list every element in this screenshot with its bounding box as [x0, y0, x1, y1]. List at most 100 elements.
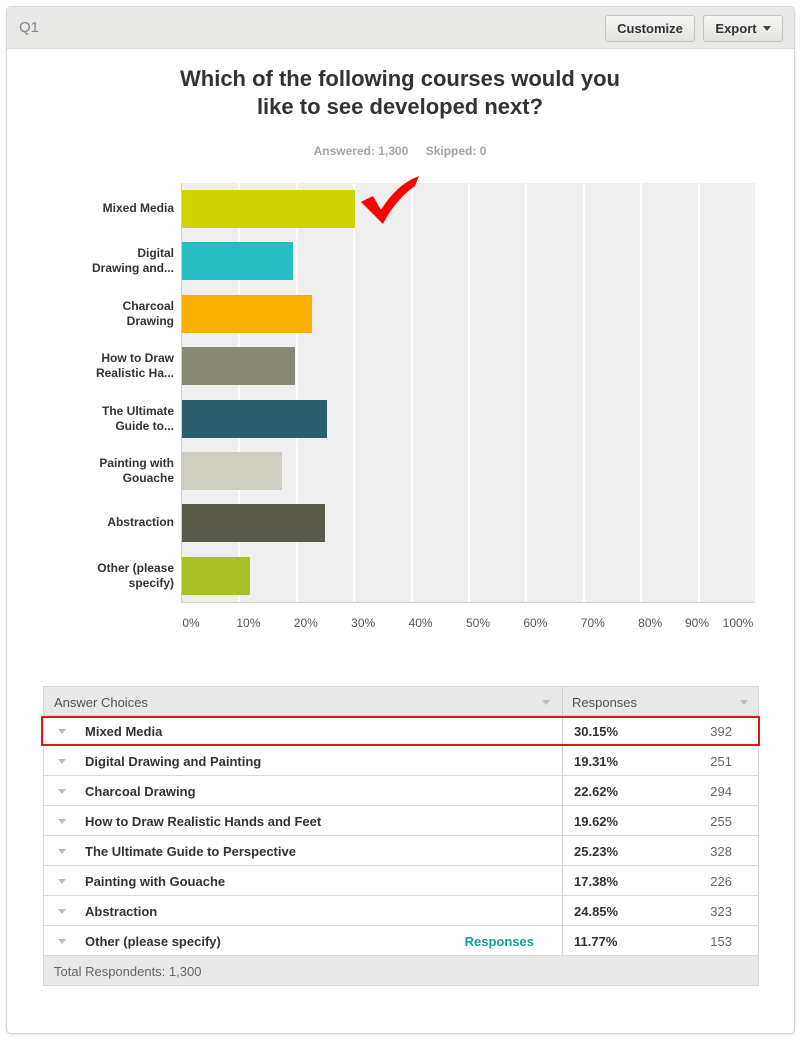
checkmark-icon — [361, 176, 419, 224]
response-percent: 25.23% — [574, 844, 619, 859]
table-row[interactable]: Abstraction 24.85% 323 — [44, 896, 758, 926]
gridline — [238, 183, 241, 602]
x-tick-label: 60% — [523, 616, 548, 630]
customize-label: Customize — [617, 21, 683, 36]
expand-arrow-icon[interactable] — [58, 729, 66, 734]
column-divider — [562, 687, 563, 715]
export-label: Export — [715, 21, 757, 36]
response-count: 328 — [710, 844, 732, 859]
x-tick-label: 20% — [293, 616, 318, 630]
category-label: The Ultimate Guide to... — [101, 403, 174, 433]
response-percent: 19.31% — [574, 754, 619, 769]
table-footer: Total Respondents: 1,300 — [43, 956, 759, 986]
response-count: 255 — [710, 814, 732, 829]
customize-button[interactable]: Customize — [605, 15, 695, 42]
column-divider — [562, 776, 563, 805]
response-percent: 24.85% — [574, 904, 619, 919]
response-count: 251 — [710, 754, 732, 769]
expand-arrow-icon[interactable] — [58, 759, 66, 764]
response-count: 294 — [710, 784, 732, 799]
category-label: Other (please specify) — [97, 560, 174, 590]
bar-chart-plot — [181, 183, 755, 603]
bar[interactable] — [182, 294, 312, 333]
expand-arrow-icon[interactable] — [58, 939, 66, 944]
bar[interactable] — [182, 242, 293, 281]
category-label: Digital Drawing and... — [91, 246, 174, 276]
answer-label: Other (please specify) — [85, 934, 221, 949]
answered-count: Answered: 1,300 — [313, 144, 409, 158]
x-tick-label: 30% — [351, 616, 376, 630]
column-divider — [562, 716, 563, 745]
caret-down-icon — [762, 26, 771, 31]
bar[interactable] — [182, 347, 295, 386]
response-percent: 11.77% — [574, 934, 618, 949]
category-label: Abstraction — [107, 515, 174, 530]
bar[interactable] — [182, 556, 250, 595]
x-tick-label: 40% — [408, 616, 433, 630]
x-tick-label: 10% — [236, 616, 261, 630]
sort-arrow-icon[interactable] — [740, 700, 748, 705]
table-row[interactable]: The Ultimate Guide to Perspective 25.23% 3… — [44, 836, 758, 866]
gridline — [468, 183, 470, 602]
response-count: 392 — [710, 724, 732, 739]
table-row[interactable]: Mixed Media 30.15% 392 — [41, 716, 760, 746]
column-divider — [562, 836, 563, 865]
answer-label: How to Draw Realistic Hands and Feet — [85, 814, 322, 829]
table-row[interactable]: How to Draw Realistic Hands and Feet 19.6… — [44, 806, 758, 836]
answer-label: Abstraction — [85, 904, 158, 919]
x-tick-label: 90% — [684, 616, 710, 630]
x-tick-label: 0% — [182, 616, 200, 630]
response-count: 153 — [710, 934, 732, 949]
question-title: Which of the following courses would you… — [0, 65, 800, 121]
export-button[interactable]: Export — [703, 15, 783, 42]
table-row[interactable]: Charcoal Drawing 22.62% 294 — [44, 776, 758, 806]
response-percent: 30.15% — [574, 724, 619, 739]
column-divider — [562, 806, 563, 835]
sort-arrow-icon[interactable] — [542, 700, 550, 705]
table-row[interactable]: Other (please specify) Responses 11.77% 153 — [44, 926, 758, 956]
table-row[interactable]: Painting with Gouache 17.38% 226 — [44, 866, 758, 896]
responses-header[interactable]: Responses — [572, 695, 638, 710]
gridline — [410, 183, 413, 602]
total-respondents: Total Respondents: 1,300 — [54, 964, 202, 979]
question-number: Q1 — [19, 19, 40, 36]
answer-label: Charcoal Drawing — [85, 784, 196, 799]
table-row[interactable]: Digital Drawing and Painting 19.31% 251 — [44, 746, 758, 776]
x-tick-label: 80% — [638, 616, 663, 630]
column-divider — [562, 896, 563, 925]
bar[interactable] — [182, 452, 282, 490]
answer-label: The Ultimate Guide to Perspective — [85, 844, 296, 859]
expand-arrow-icon[interactable] — [58, 879, 66, 884]
column-divider — [562, 746, 563, 775]
response-percent: 22.62% — [574, 784, 619, 799]
response-percent: 17.38% — [574, 874, 619, 889]
category-label: Painting with Gouache — [99, 456, 174, 485]
response-count: 226 — [710, 874, 732, 889]
response-percent: 19.62% — [574, 814, 619, 829]
answer-label: Digital Drawing and Painting — [85, 754, 262, 769]
bar[interactable] — [182, 399, 327, 438]
skipped-count: Skipped: 0 — [425, 144, 487, 158]
answer-choices-header[interactable]: Answer Choices — [54, 695, 148, 710]
gridline — [295, 183, 298, 602]
table-header: Answer Choices Responses — [43, 686, 759, 716]
responses-link[interactable]: Responses — [464, 934, 534, 949]
gridline — [525, 183, 528, 602]
gridline — [640, 183, 643, 602]
expand-arrow-icon[interactable] — [58, 819, 66, 824]
panel-header: Q1 Customize Export — [7, 7, 794, 49]
category-label: Mixed Media — [102, 201, 174, 215]
bar[interactable] — [182, 190, 356, 228]
expand-arrow-icon[interactable] — [58, 849, 66, 854]
category-label: Charcoal Drawing — [122, 298, 174, 328]
column-divider — [562, 926, 563, 955]
x-tick-label: 100% — [722, 616, 754, 630]
bar[interactable] — [182, 504, 325, 543]
response-stats: Answered: 1,300 Skipped: 0 — [0, 144, 800, 158]
x-tick-label: 70% — [580, 616, 605, 630]
responses-table: Answer Choices Responses Mixed Media 30.1… — [41, 686, 760, 986]
expand-arrow-icon[interactable] — [58, 789, 66, 794]
answer-label: Mixed Media — [85, 724, 163, 739]
expand-arrow-icon[interactable] — [58, 909, 66, 914]
category-label: How to Draw Realistic Ha... — [95, 351, 174, 381]
